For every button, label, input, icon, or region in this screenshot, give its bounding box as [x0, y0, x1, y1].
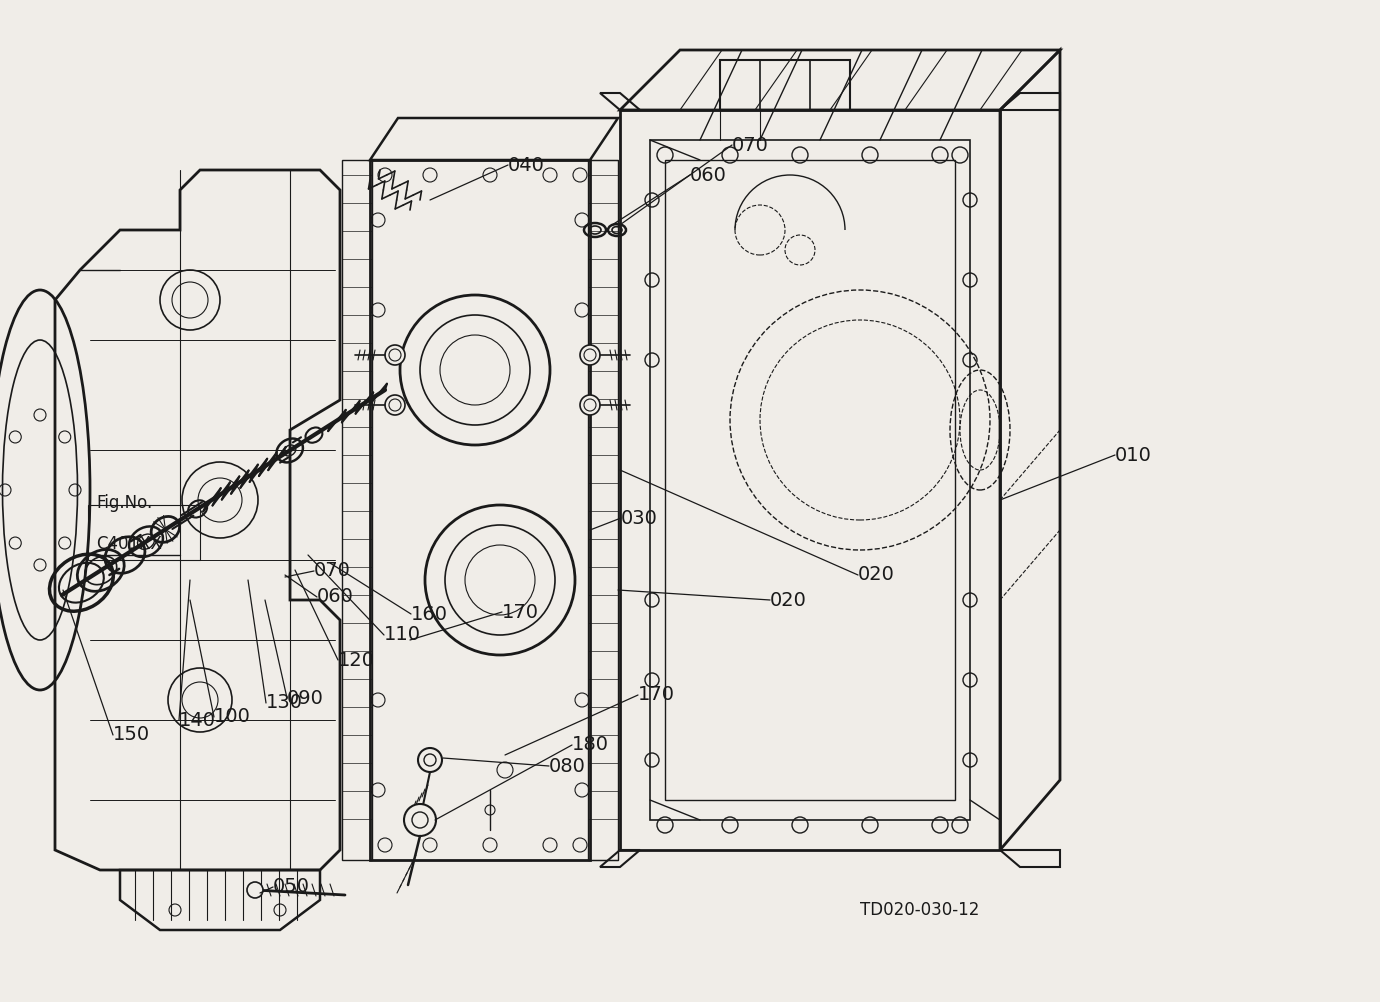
Text: 110: 110	[384, 625, 421, 644]
Text: 090: 090	[287, 688, 324, 707]
Circle shape	[404, 804, 436, 836]
Text: 160: 160	[411, 604, 449, 623]
Text: 050: 050	[273, 878, 310, 897]
Text: 040: 040	[508, 155, 545, 174]
Text: 060: 060	[690, 165, 727, 184]
Circle shape	[580, 395, 600, 415]
Text: 020: 020	[770, 590, 807, 609]
Text: 070: 070	[731, 135, 769, 154]
Text: 140: 140	[179, 710, 217, 729]
Circle shape	[385, 345, 404, 365]
Text: Fig.No.: Fig.No.	[97, 494, 152, 512]
Text: TD020-030-12: TD020-030-12	[860, 901, 980, 919]
Text: 010: 010	[1115, 446, 1152, 465]
Circle shape	[385, 395, 404, 415]
Circle shape	[247, 882, 264, 898]
Text: 120: 120	[338, 650, 375, 669]
Text: 020: 020	[858, 565, 894, 584]
Text: 170: 170	[502, 602, 540, 621]
Text: 150: 150	[113, 725, 150, 744]
Circle shape	[580, 345, 600, 365]
Text: 100: 100	[214, 707, 251, 726]
Text: 070: 070	[315, 561, 351, 580]
Circle shape	[418, 748, 442, 772]
Text: 180: 180	[571, 735, 609, 755]
Text: 030: 030	[621, 508, 658, 527]
Text: 130: 130	[266, 693, 304, 712]
Text: 060: 060	[317, 587, 353, 606]
Text: C401XX: C401XX	[97, 535, 161, 553]
Text: 170: 170	[638, 685, 675, 704]
Text: 080: 080	[549, 757, 586, 776]
